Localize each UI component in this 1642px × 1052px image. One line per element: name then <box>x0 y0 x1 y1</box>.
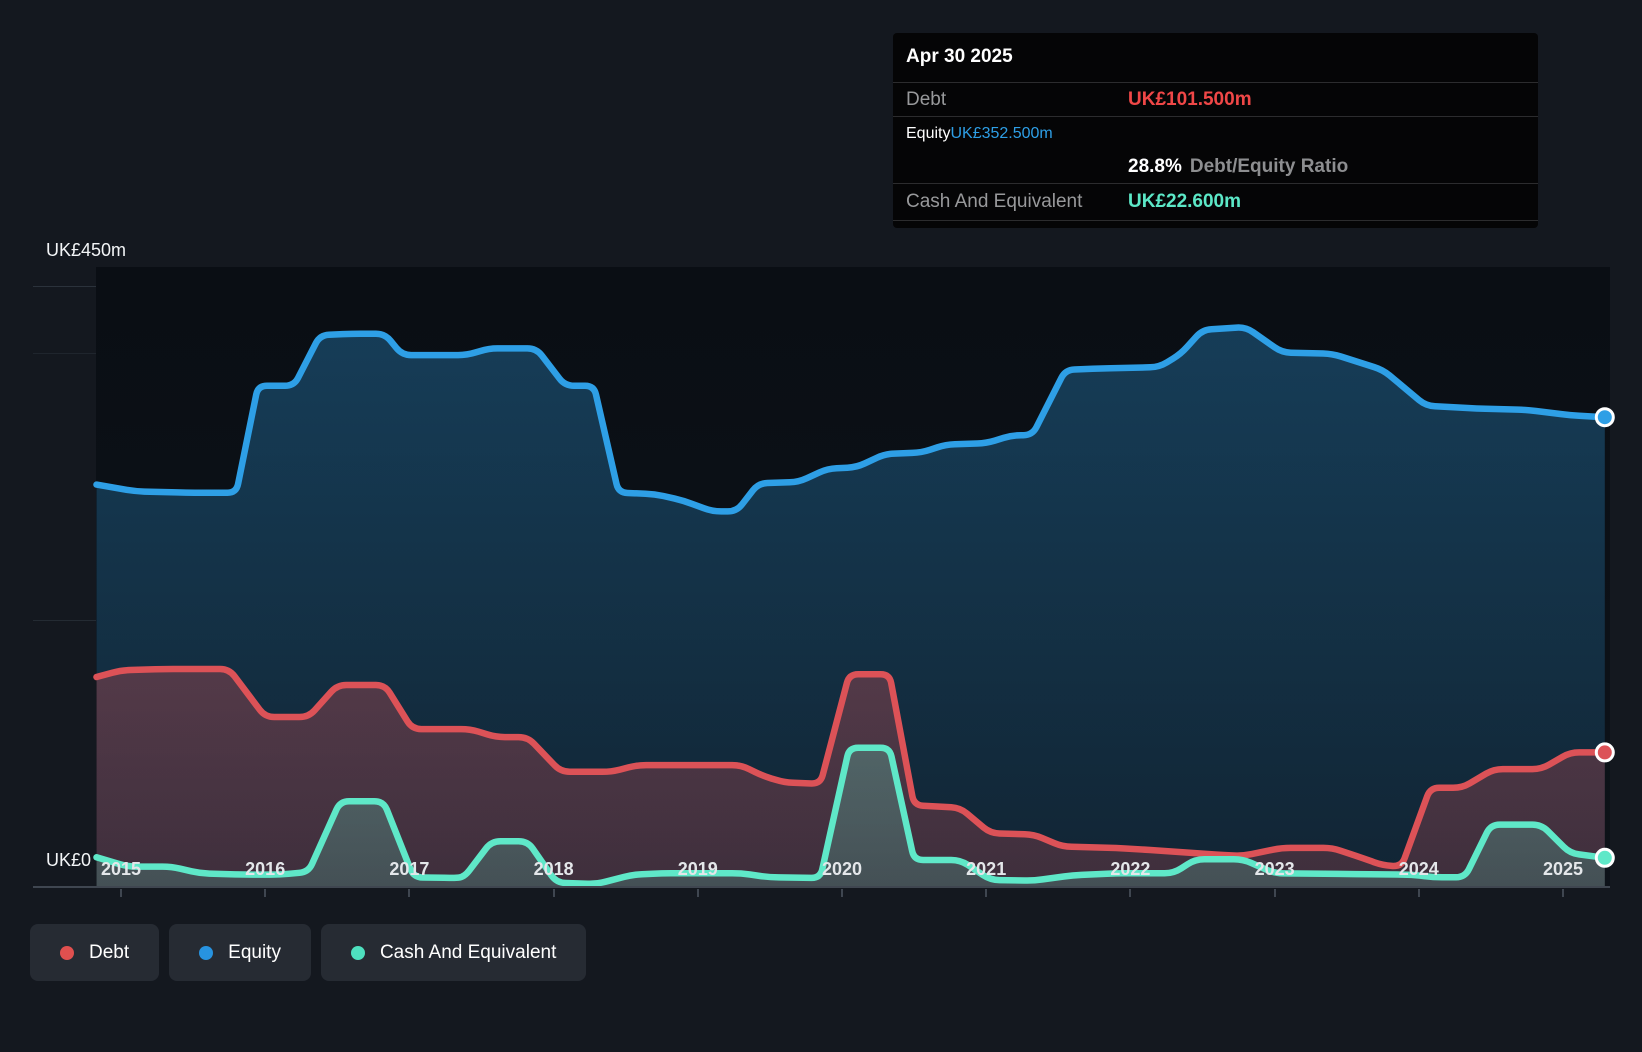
legend-item-cash[interactable]: Cash And Equivalent <box>320 924 587 981</box>
plot-area[interactable] <box>93 267 1615 888</box>
x-axis-label: 2024 <box>1398 859 1439 879</box>
tooltip-ratio-value: 28.8% <box>1128 155 1182 177</box>
x-axis-label: 2018 <box>533 859 574 879</box>
x-tick-mark <box>264 889 267 897</box>
x-tick-mark <box>985 889 988 897</box>
tooltip-equity-label: Equity <box>906 124 951 142</box>
tooltip-debt-label: Debt <box>906 88 947 110</box>
equity-dot-icon <box>199 945 214 960</box>
tooltip-debt-row: Debt UK£101.500m <box>893 82 1538 116</box>
tooltip-cash-label: Cash And Equivalent <box>906 191 1083 212</box>
x-tick-mark <box>552 889 555 897</box>
x-tick-mark <box>1417 889 1420 897</box>
y-axis-max-label: UK£450m <box>46 240 127 260</box>
x-axis-label: 2023 <box>1254 859 1295 879</box>
legend-debt-label: Debt <box>89 941 130 963</box>
tooltip-date: Apr 30 2025 <box>906 46 1013 67</box>
x-tick-mark <box>408 889 411 897</box>
tooltip: Apr 30 2025 Debt UK£101.500m Equity UK£3… <box>893 33 1538 228</box>
debt-series-line <box>93 665 1609 870</box>
x-axis-label: 2022 <box>1110 859 1151 879</box>
x-axis-label: 2019 <box>677 859 718 879</box>
x-tick-mark <box>1273 889 1276 897</box>
equity-series-endpoint-marker <box>1594 407 1615 428</box>
legend-equity-label: Equity <box>228 941 281 963</box>
x-axis-label: 2016 <box>245 859 286 879</box>
tooltip-equity-block: Equity UK£352.500m 28.8% Debt/Equity Rat… <box>893 116 1538 183</box>
tooltip-debt-value: UK£101.500m <box>1128 88 1252 110</box>
debt-series-endpoint-marker <box>1594 742 1615 763</box>
legend-item-equity[interactable]: Equity <box>169 924 311 981</box>
cash-dot-icon <box>350 945 365 960</box>
debt-dot-icon <box>60 945 74 960</box>
legend: Debt Equity Cash And Equivalent <box>30 924 587 981</box>
x-axis-label: 2025 <box>1542 859 1584 879</box>
x-tick-mark <box>696 889 699 897</box>
legend-item-debt[interactable]: Debt <box>30 924 160 981</box>
x-axis-label: 2017 <box>389 859 430 879</box>
cash-series-endpoint-marker <box>1594 847 1615 868</box>
tooltip-ratio-label: Debt/Equity Ratio <box>1189 155 1349 177</box>
y-axis-zero-label: UK£0 <box>46 850 92 870</box>
equity-series-line <box>93 324 1609 515</box>
x-axis-label: 2015 <box>100 859 142 879</box>
x-tick-mark <box>120 889 122 897</box>
tooltip-equity-value: UK£352.500m <box>950 124 1053 142</box>
x-tick-mark <box>1562 889 1564 897</box>
x-tick-mark <box>1129 889 1132 897</box>
x-axis-label: 2021 <box>966 859 1007 879</box>
cash-series-area <box>96 747 1605 888</box>
tooltip-cash-value: UK£22.600m <box>1128 191 1242 212</box>
cash-series-line <box>93 744 1609 887</box>
x-tick-mark <box>841 889 843 897</box>
tooltip-cash-row: Cash And Equivalent UK£22.600m <box>893 183 1538 221</box>
x-axis-line <box>33 886 1610 888</box>
legend-cash-label: Cash And Equivalent <box>379 941 557 963</box>
x-axis-label: 2020 <box>821 859 863 879</box>
